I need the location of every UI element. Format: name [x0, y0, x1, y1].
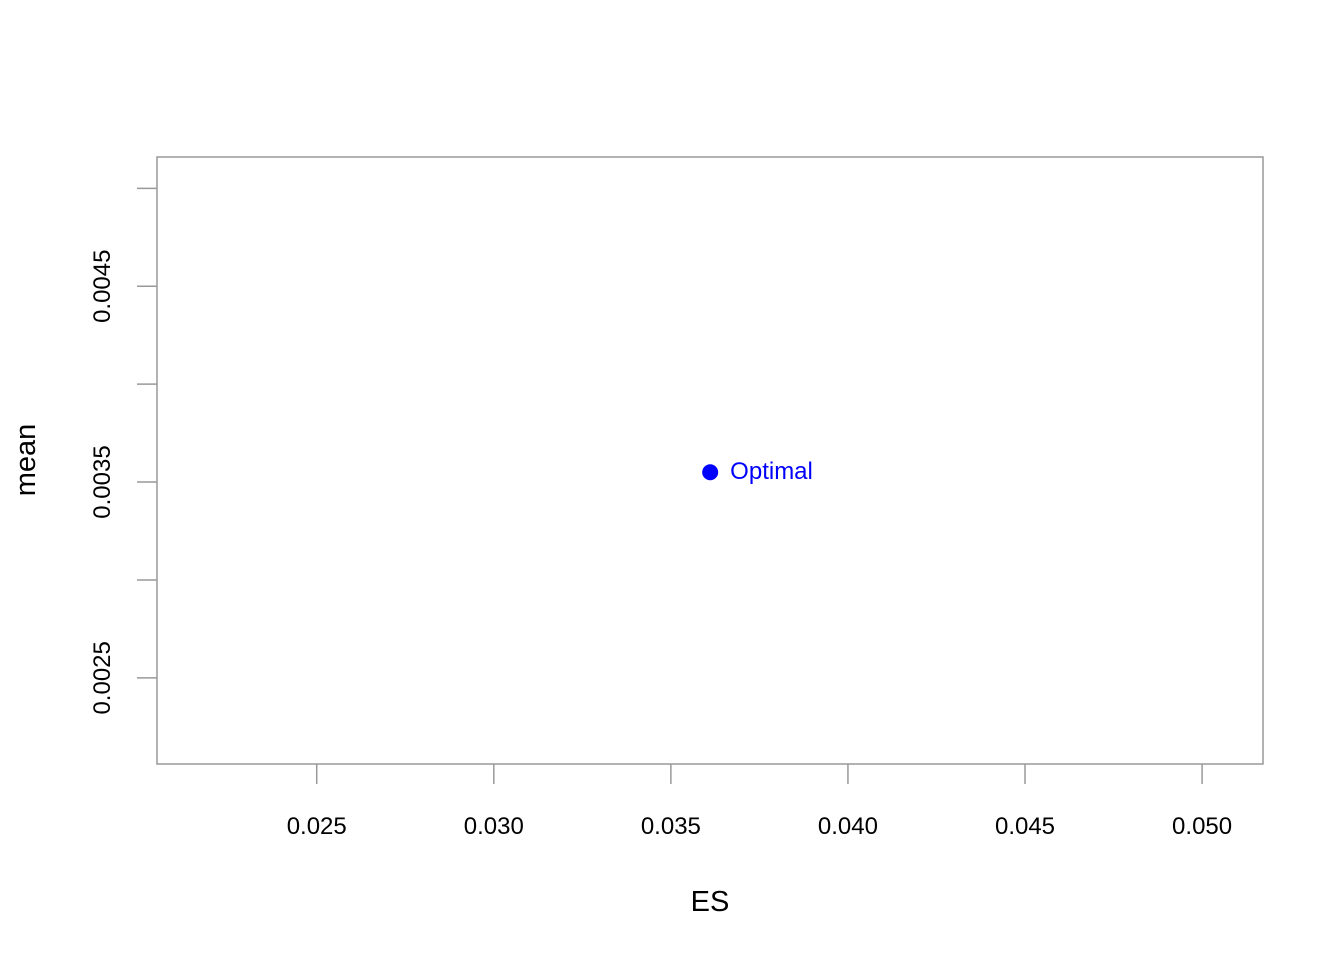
x-tick-label-4: 0.045 [995, 813, 1055, 840]
y-axis-title: mean [10, 424, 42, 497]
plot-frame [156, 156, 1264, 765]
data-points: Optimal [702, 458, 813, 485]
data-point-label-0: Optimal [730, 458, 813, 485]
x-axis-title: ES [691, 886, 730, 918]
x-tick-label-3: 0.040 [818, 813, 878, 840]
y-tick-label-0: 0.0025 [89, 641, 116, 714]
x-tick-label-2: 0.035 [641, 813, 701, 840]
y-tick-label-4: 0.0045 [89, 250, 116, 323]
x-tick-label-0: 0.025 [287, 813, 347, 840]
data-point-0 [702, 464, 719, 481]
x-tick-label-5: 0.050 [1172, 813, 1232, 840]
y-tick-label-2: 0.0035 [89, 445, 116, 518]
y-axis: 0.0025 0.0035 0.0045 [89, 187, 157, 715]
x-tick-label-1: 0.030 [464, 813, 524, 840]
x-axis: 0.025 0.030 0.035 0.040 0.045 0.050 [287, 764, 1232, 840]
